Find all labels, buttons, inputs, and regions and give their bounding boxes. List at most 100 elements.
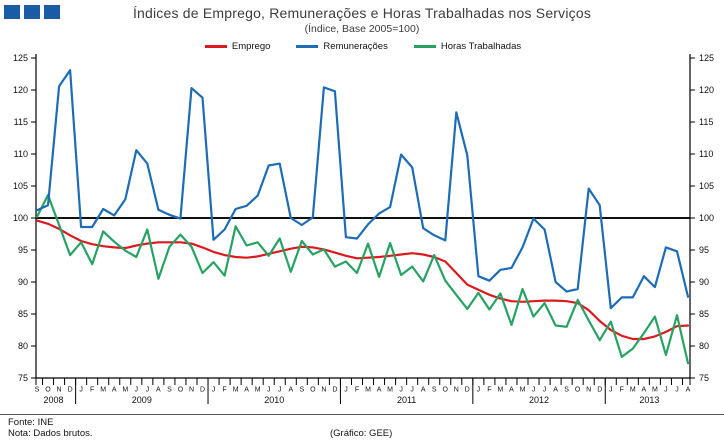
footer-credit: (Gráfico: GEE) <box>330 428 393 439</box>
legend-color-dash <box>413 45 436 48</box>
page-subtitle: (Índice, Base 2005=100) <box>304 23 420 35</box>
y-tick-label-right: 110 <box>699 149 713 159</box>
month-label: M <box>100 387 106 394</box>
chart-canvas: 75 75 80 80 85 85 90 90 95 95 100 100 105 105 110 110 11… <box>13 53 714 405</box>
year-label: 2010 <box>264 395 284 405</box>
legend-color-dash <box>204 45 227 48</box>
month-label: N <box>57 387 62 394</box>
y-tick-label-left: 85 <box>18 309 28 319</box>
footer-note: Nota: Dados brutos. <box>8 428 93 439</box>
month-label: J <box>135 387 139 394</box>
month-label: M <box>233 387 239 394</box>
legend-label: Emprego <box>231 41 271 52</box>
month-label: A <box>642 387 647 394</box>
series-line-remunera-es <box>35 69 690 310</box>
month-label: J <box>399 387 403 394</box>
month-label: J <box>146 387 150 394</box>
y-tick-label-right: 90 <box>699 277 709 287</box>
month-label: M <box>255 387 261 394</box>
month-label: F <box>222 387 226 394</box>
y-tick-label-right: 95 <box>699 245 709 255</box>
y-tick-label-left: 115 <box>14 117 28 127</box>
month-label: O <box>443 387 449 394</box>
month-label: J <box>212 387 216 394</box>
month-label: J <box>79 387 83 394</box>
series-line-horas-trabalhadas <box>35 193 690 365</box>
y-tick-label-left: 75 <box>18 373 28 383</box>
logo-square <box>4 5 20 19</box>
footer-divider <box>0 414 724 415</box>
y-tick-label-left: 95 <box>18 245 28 255</box>
legend-item-0: Emprego <box>204 41 271 52</box>
legend-item-2: Horas Trabalhadas <box>413 41 522 52</box>
legend-item-1: Remunerações <box>296 41 388 52</box>
month-label: J <box>664 387 668 394</box>
month-label: A <box>244 387 249 394</box>
month-label: A <box>686 387 691 394</box>
month-label: A <box>509 387 514 394</box>
month-label: N <box>189 387 194 394</box>
month-label: O <box>310 387 316 394</box>
month-label: S <box>35 387 40 394</box>
month-label: S <box>432 387 437 394</box>
month-label: M <box>652 387 658 394</box>
month-label: D <box>200 387 205 394</box>
month-label: J <box>532 387 536 394</box>
month-label: F <box>487 387 491 394</box>
month-label: D <box>465 387 470 394</box>
month-label: J <box>609 387 613 394</box>
month-label: S <box>299 387 304 394</box>
year-label: 2009 <box>132 395 152 405</box>
y-tick-label-left: 80 <box>18 341 28 351</box>
y-tick-label-left: 105 <box>13 181 28 191</box>
month-label: J <box>675 387 679 394</box>
month-label: J <box>477 387 481 394</box>
y-tick-label-left: 90 <box>18 277 28 287</box>
month-label: A <box>112 387 117 394</box>
chart-legend: Emprego Remunerações Horas Trabalhadas <box>36 41 690 52</box>
y-tick-label-left: 100 <box>13 213 28 223</box>
year-label: 2008 <box>44 395 64 405</box>
y-tick-label-right: 75 <box>699 373 709 383</box>
month-label: S <box>167 387 172 394</box>
y-tick-label-right: 100 <box>699 213 714 223</box>
month-label: O <box>178 387 184 394</box>
month-label: F <box>620 387 624 394</box>
month-label: J <box>344 387 348 394</box>
page-title: Índices de Emprego, Remunerações e Horas… <box>132 5 592 21</box>
y-tick-label-right: 120 <box>699 85 714 95</box>
month-label: J <box>278 387 282 394</box>
y-tick-label-right: 85 <box>699 309 709 319</box>
month-label: M <box>520 387 526 394</box>
month-label: A <box>553 387 558 394</box>
y-tick-label-right: 80 <box>699 341 709 351</box>
month-label: A <box>288 387 293 394</box>
y-tick-label-left: 120 <box>13 85 28 95</box>
month-label: M <box>498 387 504 394</box>
month-label: N <box>586 387 591 394</box>
year-label: 2012 <box>529 395 549 405</box>
month-label: N <box>454 387 459 394</box>
month-label: F <box>355 387 359 394</box>
month-label: O <box>575 387 581 394</box>
month-label: O <box>45 387 51 394</box>
month-label: A <box>421 387 426 394</box>
footer-source: Fonte: INE <box>8 417 54 428</box>
month-label: M <box>365 387 371 394</box>
year-label: 2013 <box>639 395 659 405</box>
month-label: J <box>543 387 547 394</box>
month-label: F <box>90 387 94 394</box>
month-label: M <box>122 387 128 394</box>
month-label: A <box>377 387 382 394</box>
legend-label: Remunerações <box>323 41 388 52</box>
logo-square <box>44 5 60 19</box>
y-tick-label-right: 105 <box>699 181 714 191</box>
y-tick-label-right: 125 <box>699 53 714 63</box>
legend-label: Horas Trabalhadas <box>440 41 522 52</box>
month-label: D <box>597 387 602 394</box>
month-label: D <box>68 387 73 394</box>
logo <box>4 5 60 19</box>
month-label: M <box>387 387 393 394</box>
y-tick-label-left: 110 <box>14 149 28 159</box>
month-label: D <box>332 387 337 394</box>
